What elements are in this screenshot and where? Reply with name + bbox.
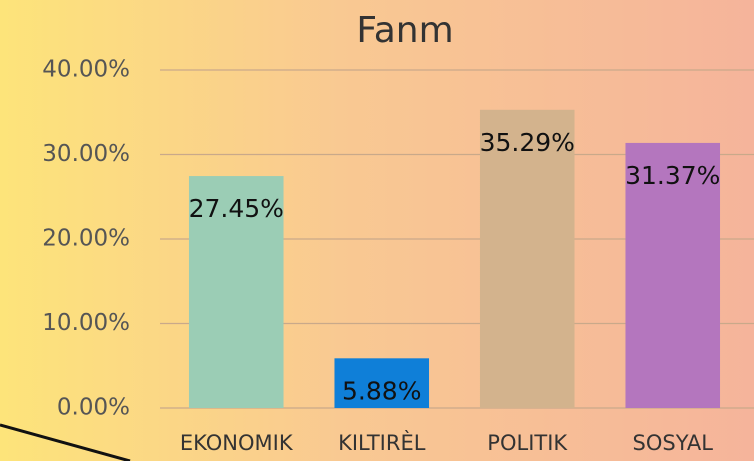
bar <box>625 142 721 408</box>
y-tick-label: 30.00% <box>42 141 130 167</box>
y-tick-label: 20.00% <box>42 226 130 252</box>
decor-line <box>0 423 131 461</box>
x-tick-label: EKONOMIK <box>180 431 294 455</box>
data-label: 31.37% <box>625 161 720 190</box>
x-tick-label: SOSYAL <box>633 431 714 455</box>
data-label: 27.45% <box>189 194 284 223</box>
bar <box>334 358 430 408</box>
x-tick-label: POLITIK <box>487 431 568 455</box>
y-tick-label: 40.00% <box>42 57 130 83</box>
y-tick-label: 10.00% <box>42 310 130 336</box>
y-tick-label: 0.00% <box>57 395 130 421</box>
bar <box>188 176 284 408</box>
data-label: 35.29% <box>480 128 575 157</box>
chart-title: Fanm <box>356 10 453 51</box>
x-tick-label: KILTIRÈL <box>338 430 426 455</box>
bar <box>479 109 575 408</box>
data-label: 5.88% <box>342 376 421 405</box>
